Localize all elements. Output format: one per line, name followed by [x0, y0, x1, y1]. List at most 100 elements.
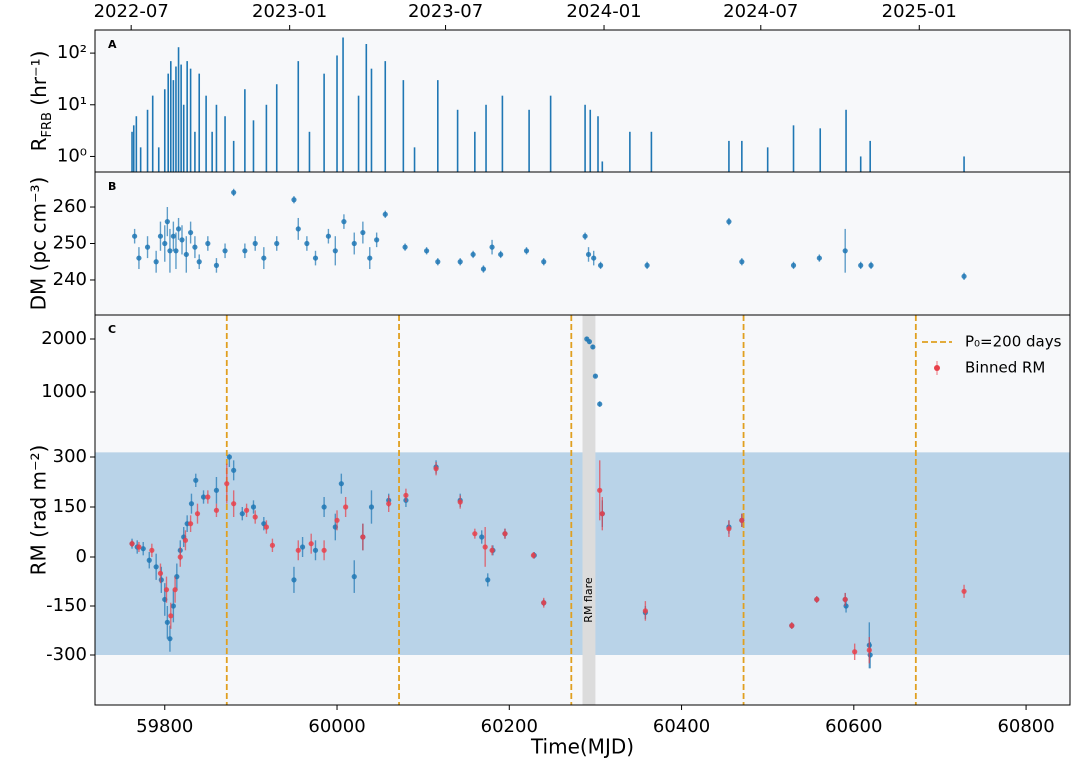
panel-bg: [95, 30, 1070, 172]
point: [224, 481, 230, 487]
point: [274, 240, 280, 247]
point: [961, 588, 967, 594]
point: [868, 262, 874, 268]
y-tick-label: -150: [46, 595, 87, 616]
x-tick-label: 60200: [481, 716, 538, 737]
x-tick-label: 60400: [653, 716, 710, 737]
point: [585, 251, 592, 258]
point: [231, 501, 237, 507]
point: [480, 266, 487, 272]
point: [502, 531, 508, 537]
point: [351, 574, 357, 580]
point: [140, 546, 146, 552]
point: [433, 466, 439, 472]
y-tick-label: 10⁰: [57, 145, 87, 166]
point: [132, 233, 138, 239]
point: [194, 511, 201, 517]
point: [312, 547, 319, 553]
point: [597, 487, 603, 493]
point: [175, 226, 182, 232]
point: [291, 197, 297, 203]
x-tick-label-top: 2022-07: [94, 1, 169, 22]
point: [374, 237, 380, 243]
point: [222, 248, 228, 254]
x-tick-label: 60600: [825, 716, 882, 737]
point: [136, 255, 142, 261]
point: [295, 547, 301, 553]
y-axis-label: RM (rad m⁻²): [27, 445, 51, 576]
point: [790, 262, 797, 268]
point: [321, 547, 327, 553]
point: [367, 255, 373, 261]
point: [146, 557, 152, 563]
point: [726, 219, 732, 225]
y-label-part: (hr⁻¹): [27, 51, 51, 112]
panel-bg: [95, 172, 1070, 315]
point: [843, 603, 849, 609]
point: [129, 541, 135, 547]
point: [192, 244, 198, 250]
point: [167, 636, 173, 642]
point: [541, 259, 547, 265]
y-label-part: FRB: [40, 112, 55, 137]
point: [325, 233, 332, 239]
point: [144, 244, 151, 250]
span-label: RM flare: [582, 577, 595, 623]
y-tick-label: 240: [53, 269, 87, 290]
point: [213, 262, 220, 268]
point: [489, 244, 495, 250]
point: [343, 504, 349, 510]
point: [205, 494, 211, 500]
point: [291, 577, 297, 583]
point: [269, 542, 276, 548]
point: [586, 339, 592, 345]
point: [164, 619, 170, 625]
point: [341, 219, 347, 225]
point: [591, 255, 597, 261]
point: [582, 233, 588, 239]
y-tick-label: 10¹: [57, 94, 87, 115]
point: [205, 240, 211, 247]
point: [424, 248, 430, 254]
point: [479, 534, 485, 540]
point: [167, 248, 173, 254]
y-tick-label: 250: [53, 233, 87, 254]
point: [530, 552, 537, 558]
panel-letter: A: [108, 38, 117, 51]
point: [213, 507, 220, 513]
point: [866, 647, 872, 653]
panel-letter: C: [108, 323, 116, 336]
point: [242, 248, 248, 254]
point: [541, 600, 547, 606]
point: [382, 211, 388, 217]
point: [157, 233, 164, 239]
point: [299, 544, 306, 550]
point: [295, 226, 301, 232]
x-tick-label-top: 2024-07: [723, 1, 798, 22]
x-tick-label-top: 2023-01: [252, 1, 327, 22]
point: [158, 577, 164, 583]
x-tick-label-top: 2024-01: [566, 1, 641, 22]
point: [485, 577, 491, 583]
point: [226, 454, 232, 460]
point: [642, 608, 648, 614]
y-tick-label: -300: [46, 644, 87, 665]
point: [816, 255, 822, 261]
x-axis-label: Time(MJD): [530, 735, 634, 759]
y-tick-label: 0: [76, 546, 87, 567]
point: [597, 401, 603, 407]
legend-swatch: [934, 365, 940, 371]
point: [172, 587, 178, 593]
point: [867, 652, 873, 658]
x-tick-label-top: 2025-01: [882, 1, 957, 22]
point: [402, 244, 408, 250]
point: [252, 514, 258, 520]
flare-span: [582, 315, 596, 705]
point: [368, 504, 375, 510]
point: [472, 531, 478, 537]
point: [403, 492, 409, 498]
point: [592, 373, 599, 379]
point: [360, 534, 366, 540]
y-label-part: R: [27, 137, 51, 151]
